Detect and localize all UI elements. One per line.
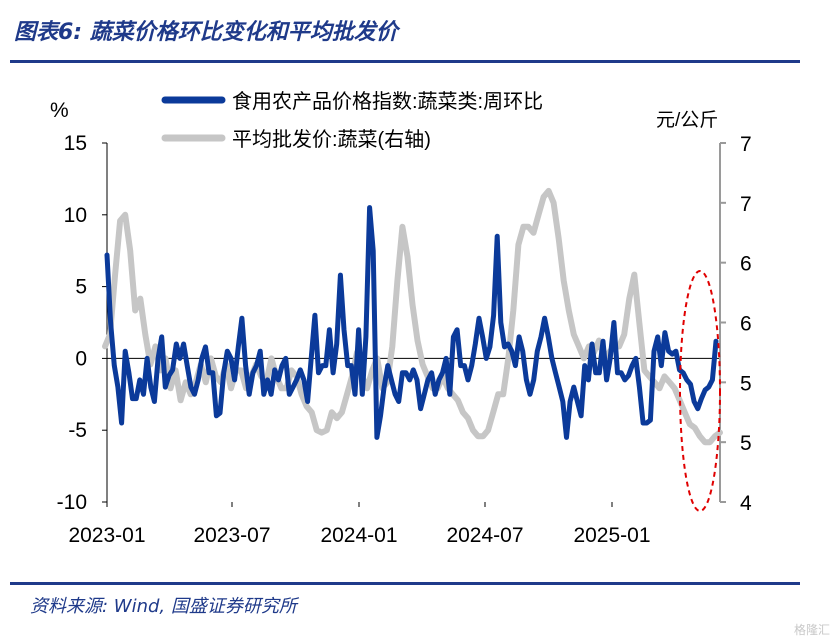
top-rule <box>10 60 800 63</box>
right-unit-label: 元/公斤 <box>656 109 718 131</box>
source-note: 资料来源: Wind, 国盛证券研究所 <box>30 596 297 617</box>
right-tick-label: 7 <box>740 133 752 156</box>
left-tick-label: 5 <box>75 276 87 299</box>
x-tick-label: 2023-07 <box>193 524 270 547</box>
left-tick-label: 0 <box>75 347 87 370</box>
watermark-text: 格隆汇 <box>793 623 830 637</box>
tick-labels: 15 10 5 0 -5 -10 7 7 6 6 5 5 4% 元/公斤 2023-01 2023-07 202… <box>50 99 752 547</box>
left-unit-label: % <box>50 99 69 122</box>
x-tick-label: 2025-01 <box>573 524 650 547</box>
right-tick-label: 5 <box>740 372 752 395</box>
left-tick-label: 10 <box>64 204 87 227</box>
highlight-ellipse <box>679 270 721 512</box>
right-tick-label: 7 <box>740 193 752 216</box>
series-line-weekly-change <box>104 205 719 440</box>
left-tick-label: -5 <box>68 419 87 442</box>
left-tick-label: -10 <box>57 491 87 514</box>
right-tick-label: 6 <box>740 313 752 336</box>
series-lines <box>102 187 723 512</box>
right-tick-label: 6 <box>740 253 752 276</box>
chart-title: 图表6: 蔬菜价格环比变化和平均批发价 <box>14 20 398 45</box>
legend-label: 食用农产品价格指数:蔬菜类:周环比 <box>232 90 543 113</box>
x-tick-label: 2024-01 <box>320 524 397 547</box>
series-line-wholesale-price <box>102 187 723 446</box>
x-tick-label: 2024-07 <box>446 524 523 547</box>
x-tick-label: 2023-01 <box>68 524 145 547</box>
legend-label: 平均批发价:蔬菜(右轴) <box>232 128 431 151</box>
right-tick-label: 5 <box>740 432 752 455</box>
left-tick-label: 15 <box>64 132 87 155</box>
bottom-rule <box>10 582 800 585</box>
right-tick-label: 4 <box>740 492 752 515</box>
chart: 15 10 5 0 -5 -10 7 7 6 6 5 5 4% 元/公斤 2023-01 2023-07 202… <box>50 90 752 547</box>
